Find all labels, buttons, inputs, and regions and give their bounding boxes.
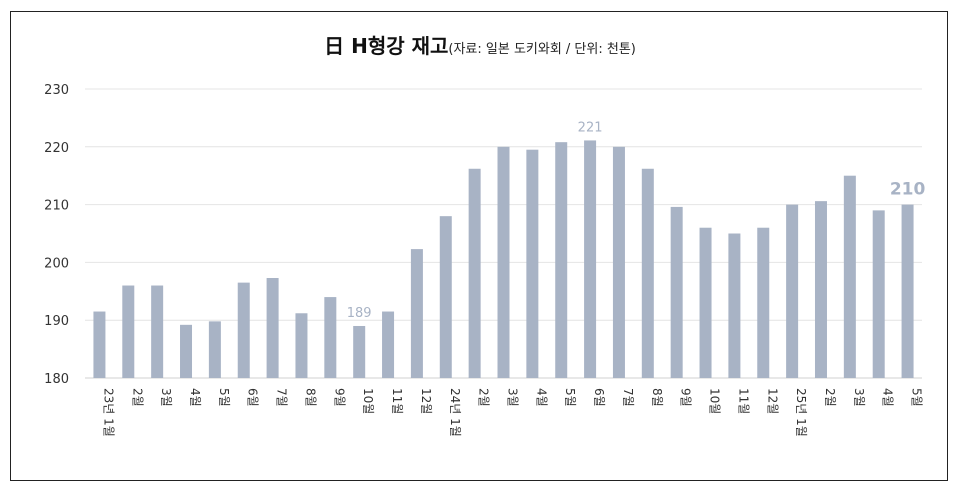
- x-tick-label: 2월: [477, 388, 491, 407]
- bars: [93, 140, 914, 378]
- bar: [728, 233, 741, 378]
- bar: [353, 325, 366, 378]
- x-tick-label: 11월: [736, 388, 750, 414]
- bar: [122, 285, 135, 378]
- x-tick-label: 9월: [332, 388, 346, 407]
- y-tick-label: 230: [44, 83, 69, 98]
- bar: [151, 285, 164, 378]
- bar: [814, 201, 827, 378]
- x-tick-label: 2월: [823, 388, 837, 407]
- x-tick-label: 24년 1월: [448, 388, 462, 437]
- x-tick-label: 2월: [130, 388, 144, 407]
- x-tick-label: 6월: [246, 388, 260, 407]
- y-tick-label: 180: [44, 372, 69, 387]
- bar: [468, 168, 481, 378]
- title-subtitle: (자료: 일본 도키와회 / 단위: 천톤): [448, 42, 636, 57]
- x-tick-label: 11월: [390, 388, 404, 414]
- x-tick-label: 23년 1월: [101, 388, 115, 437]
- data-labels: 189 221 210: [347, 120, 926, 321]
- x-tick-label: 3월: [852, 388, 866, 407]
- bar: [237, 282, 250, 378]
- bar: [786, 204, 799, 378]
- data-label: 210: [890, 180, 926, 200]
- bar: [843, 175, 856, 378]
- bar: [266, 278, 279, 378]
- bar: [526, 149, 539, 378]
- bar: [295, 313, 308, 378]
- x-tick-label: 6월: [592, 388, 606, 407]
- bar: [497, 146, 510, 378]
- x-tick-label: 12월: [419, 388, 433, 414]
- x-tick-label: 5월: [910, 388, 924, 407]
- bar: [641, 168, 654, 378]
- x-tick-label: 12월: [765, 388, 779, 414]
- title-main: 日 H형강 재고: [324, 34, 449, 58]
- bar: [670, 206, 683, 378]
- bar: [872, 210, 885, 378]
- x-tick-label: 4월: [534, 388, 548, 407]
- x-tick-label: 5월: [217, 388, 231, 407]
- y-tick-label: 210: [44, 199, 69, 214]
- bar: [584, 140, 597, 378]
- chart-title: 日 H형강 재고(자료: 일본 도키와회 / 단위: 천톤): [0, 30, 960, 59]
- x-tick-label: 4월: [188, 388, 202, 407]
- bar: [555, 142, 568, 378]
- bar: [612, 146, 625, 378]
- y-tick-label: 220: [44, 141, 69, 156]
- x-tick-label: 25년 1월: [794, 388, 808, 437]
- x-tick-label: 7월: [275, 388, 289, 407]
- data-label: 189: [347, 306, 372, 321]
- bar: [382, 311, 395, 378]
- y-tick-label: 190: [44, 314, 69, 329]
- x-tick-label: 10월: [361, 388, 375, 414]
- bar: [699, 227, 712, 378]
- bar: [208, 321, 221, 378]
- x-tick-label: 9월: [679, 388, 693, 407]
- bar: [901, 204, 914, 378]
- x-tick-label: 3월: [159, 388, 173, 407]
- x-tick-label: 8월: [303, 388, 317, 407]
- bar: [180, 324, 193, 378]
- x-tick-label: 3월: [506, 388, 520, 407]
- x-axis: 23년 1월 2월 3월 4월 5월 6월 7월 8월 9월 10월 11월 12월 24년 1월 2월 3…: [101, 388, 923, 437]
- x-tick-label: 10월: [708, 388, 722, 414]
- x-tick-label: 5월: [563, 388, 577, 407]
- bar: [410, 249, 423, 378]
- y-axis: 180 190 200 210 220 230: [44, 83, 69, 387]
- bar: [439, 216, 452, 378]
- bar: [757, 227, 770, 378]
- x-tick-label: 8월: [650, 388, 664, 407]
- bar: [324, 297, 337, 378]
- y-tick-label: 200: [44, 256, 69, 271]
- data-label: 221: [578, 120, 603, 135]
- bar: [93, 311, 106, 378]
- x-tick-label: 4월: [881, 388, 895, 407]
- x-tick-label: 7월: [621, 388, 635, 407]
